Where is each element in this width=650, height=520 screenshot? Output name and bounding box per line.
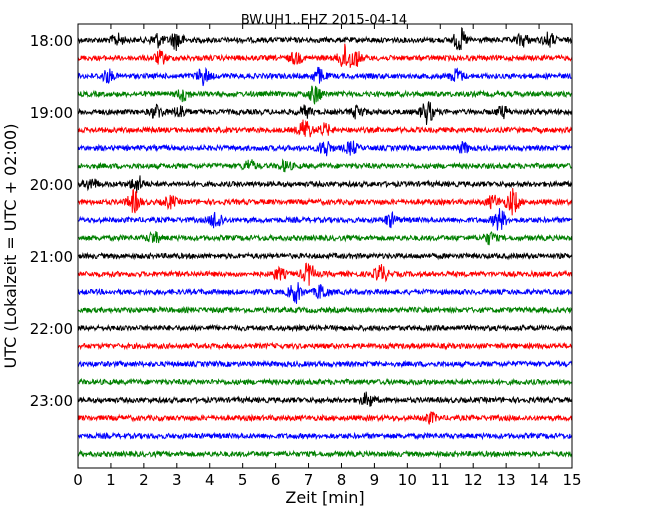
- x-tick-label: 12: [464, 471, 483, 489]
- x-tick-label: 4: [205, 471, 215, 489]
- x-tick-label: 6: [271, 471, 281, 489]
- y-tick-label: 20:00: [30, 176, 73, 194]
- trace-2115: [77, 262, 573, 286]
- x-tick-label: 1: [106, 471, 116, 489]
- trace-2045: [77, 230, 573, 246]
- y-tick-label: 22:00: [30, 320, 73, 338]
- trace-1915: [77, 119, 573, 138]
- trace-2330: [77, 431, 573, 441]
- trace-1800: [77, 26, 573, 52]
- x-tick-label: 8: [337, 471, 347, 489]
- trace-2230: [77, 359, 573, 369]
- trace-2130: [77, 282, 573, 304]
- trace-1930: [77, 140, 573, 157]
- trace-2345: [77, 449, 573, 459]
- x-tick-label: 7: [304, 471, 314, 489]
- trace-2030: [77, 208, 573, 231]
- y-tick-label: 21:00: [30, 248, 73, 266]
- trace-2215: [77, 341, 573, 351]
- x-axis-label: Zeit [min]: [285, 488, 364, 507]
- trace-2200: [77, 323, 573, 333]
- plot-frame: [77, 23, 573, 469]
- trace-1815: [77, 43, 573, 68]
- trace-1900: [77, 101, 573, 125]
- y-tick-label: 19:00: [30, 104, 73, 122]
- trace-1945: [77, 158, 573, 173]
- x-tick-label: 10: [398, 471, 417, 489]
- trace-2015: [77, 188, 573, 216]
- trace-2145: [77, 305, 573, 315]
- x-tick-label: 11: [431, 471, 450, 489]
- y-axis-ticks: 18:00 19:00 20:00 21:00 22:00 23:00: [30, 32, 572, 410]
- trace-2300: [77, 391, 573, 407]
- x-tick-label: 14: [530, 471, 549, 489]
- x-tick-label: 5: [238, 471, 248, 489]
- trace-2245: [77, 377, 573, 387]
- x-tick-label: 3: [172, 471, 182, 489]
- x-tick-label: 0: [73, 471, 83, 489]
- x-tick-label: 2: [139, 471, 149, 489]
- x-tick-label: 13: [497, 471, 516, 489]
- trace-1845: [77, 85, 573, 105]
- y-tick-label: 18:00: [30, 32, 73, 50]
- x-axis-ticks: 0 1 2 3 4 5 6 7 8 9 10 11 12 13 14 15: [73, 24, 582, 489]
- chart-title: BW.UH1..EHZ 2015-04-14: [241, 13, 407, 28]
- x-tick-label: 9: [370, 471, 380, 489]
- trace-2100: [77, 251, 573, 261]
- y-axis-label: UTC (Lokalzeit = UTC + 02:00): [1, 124, 20, 369]
- trace-2315: [77, 411, 573, 425]
- seismic-traces: [77, 26, 573, 459]
- trace-1830: [77, 66, 573, 87]
- x-tick-label: 15: [562, 471, 581, 489]
- y-tick-label: 23:00: [30, 392, 73, 410]
- trace-2000: [77, 175, 573, 194]
